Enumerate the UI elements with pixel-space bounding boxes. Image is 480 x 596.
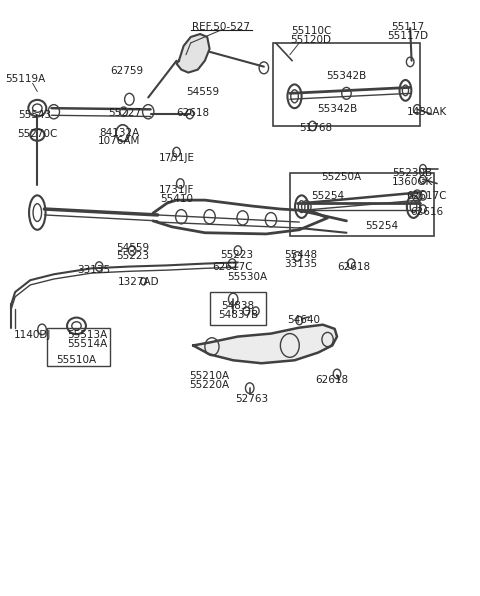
Bar xyxy=(290,173,434,235)
Text: 62617C: 62617C xyxy=(212,262,252,272)
Text: 55117: 55117 xyxy=(391,22,424,32)
Text: 1731JE: 1731JE xyxy=(158,153,194,163)
Text: 62759: 62759 xyxy=(110,66,144,76)
Text: 33135: 33135 xyxy=(284,259,317,269)
Text: 55448: 55448 xyxy=(284,250,317,260)
Text: 55513A: 55513A xyxy=(67,330,107,340)
Text: 55510A: 55510A xyxy=(57,355,96,365)
Text: 55250A: 55250A xyxy=(322,172,362,182)
Text: REF.50-527: REF.50-527 xyxy=(192,22,251,32)
Text: 55227: 55227 xyxy=(108,108,141,118)
Text: 1731JF: 1731JF xyxy=(159,185,194,195)
Text: 55342B: 55342B xyxy=(326,70,367,80)
Text: 55117D: 55117D xyxy=(387,31,428,41)
Text: 55223: 55223 xyxy=(220,250,253,260)
Text: 55223: 55223 xyxy=(117,252,150,262)
Text: 1076AM: 1076AM xyxy=(98,136,140,147)
Text: 62617C: 62617C xyxy=(407,191,447,201)
Text: 54559: 54559 xyxy=(186,86,219,97)
Text: 62616: 62616 xyxy=(410,207,443,217)
Text: 52763: 52763 xyxy=(236,394,269,404)
Bar xyxy=(273,43,420,126)
Text: 55270C: 55270C xyxy=(17,129,58,139)
Bar xyxy=(210,292,266,325)
Text: 55543: 55543 xyxy=(18,110,51,120)
Text: 55210A: 55210A xyxy=(190,371,229,381)
Text: 1140DJ: 1140DJ xyxy=(14,330,51,340)
Polygon shape xyxy=(177,34,210,73)
Text: 55514A: 55514A xyxy=(67,339,107,349)
Text: 55254: 55254 xyxy=(365,221,398,231)
Text: 55110C: 55110C xyxy=(291,26,331,36)
Text: 55342B: 55342B xyxy=(317,104,357,114)
Bar xyxy=(47,328,110,366)
Text: 54640: 54640 xyxy=(288,315,321,325)
Text: 55120D: 55120D xyxy=(290,35,332,45)
Text: 54838: 54838 xyxy=(221,301,254,311)
Polygon shape xyxy=(193,325,337,363)
Text: 55254: 55254 xyxy=(311,191,344,201)
Text: 55530A: 55530A xyxy=(227,272,267,283)
Text: 51768: 51768 xyxy=(299,123,332,133)
Text: 55119A: 55119A xyxy=(5,73,46,83)
Text: 55410: 55410 xyxy=(160,194,193,204)
Text: 62618: 62618 xyxy=(316,375,349,385)
Text: 84132A: 84132A xyxy=(99,128,139,138)
Text: 62618: 62618 xyxy=(337,262,370,272)
Text: 55230B: 55230B xyxy=(393,169,432,178)
Text: 62618: 62618 xyxy=(177,108,210,118)
Text: 54559: 54559 xyxy=(117,243,150,253)
Text: 54837B: 54837B xyxy=(218,309,258,319)
Text: 33135: 33135 xyxy=(77,265,110,275)
Text: 1430AK: 1430AK xyxy=(407,107,447,117)
Text: 1327AD: 1327AD xyxy=(118,277,160,287)
Text: 55220A: 55220A xyxy=(190,380,229,390)
Text: 1360GK: 1360GK xyxy=(392,178,433,187)
